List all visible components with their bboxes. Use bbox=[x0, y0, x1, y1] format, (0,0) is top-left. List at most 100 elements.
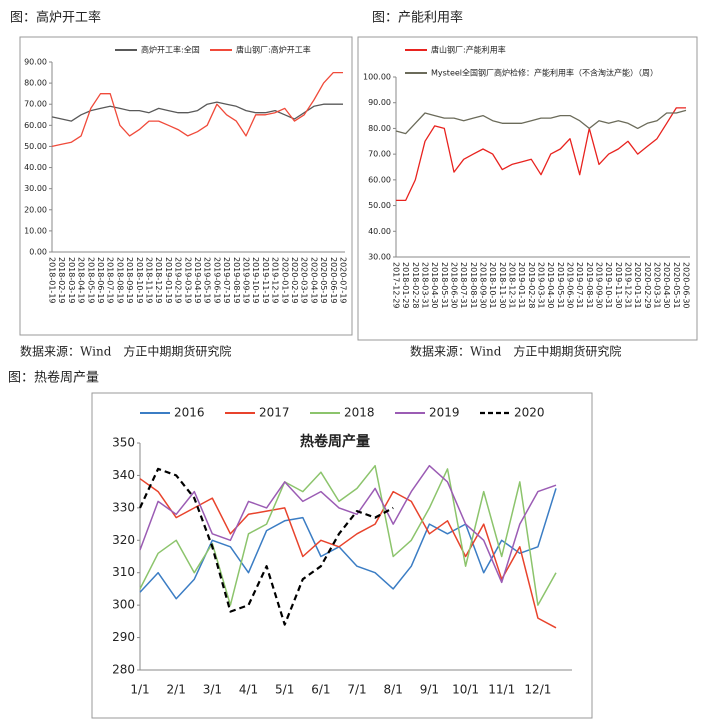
x-tick-label: 2020-03-31 bbox=[653, 262, 662, 309]
x-tick-label: 4/1 bbox=[239, 683, 258, 697]
x-tick-label: 2018-02-19 bbox=[57, 257, 66, 304]
source-note: 数据来源：Wind 方正中期期货研究院 bbox=[410, 344, 621, 359]
x-tick-label: 2020-02-19 bbox=[290, 257, 299, 304]
chart-title: 热卷周产量 bbox=[300, 433, 370, 450]
x-tick-label: 2018-08-19 bbox=[115, 257, 124, 304]
x-tick-label: 2020-01-19 bbox=[280, 257, 289, 304]
caption: 图：产能利用率 bbox=[372, 10, 463, 26]
x-tick-label: 2018-08-31 bbox=[469, 262, 478, 309]
x-tick-label: 2018-11-30 bbox=[498, 262, 507, 309]
x-tick-label: 2020-05-19 bbox=[319, 257, 328, 304]
x-tick-label: 2018-12-19 bbox=[154, 257, 163, 304]
series-line bbox=[139, 467, 394, 626]
y-tick-label: 30.00 bbox=[368, 253, 391, 262]
x-tick-label: 9/1 bbox=[420, 683, 439, 697]
x-tick-label: 2018-06-19 bbox=[96, 257, 105, 304]
x-tick-label: 3/1 bbox=[203, 683, 222, 697]
legend-label: 唐山钢厂:产能利用率 bbox=[431, 45, 506, 55]
x-tick-label: 2020-05-31 bbox=[672, 262, 681, 309]
y-tick-label: 60.00 bbox=[368, 175, 391, 184]
x-tick-label: 2020-03-19 bbox=[300, 257, 309, 304]
x-tick-label: 2018-09-30 bbox=[479, 262, 488, 309]
chart-frame bbox=[91, 392, 593, 719]
legend-label: 2020 bbox=[514, 406, 545, 420]
y-tick-label: 300 bbox=[112, 598, 135, 612]
series-line bbox=[139, 478, 557, 629]
series-line bbox=[51, 101, 343, 122]
legend-label: 唐山钢厂:高炉开工率 bbox=[236, 45, 311, 55]
x-tick-label: 2018-12-31 bbox=[508, 262, 517, 309]
x-tick-label: 8/1 bbox=[384, 683, 403, 697]
y-tick-label: 100.00 bbox=[363, 73, 391, 82]
x-tick-label: 7/1 bbox=[347, 683, 366, 697]
x-tick-label: 2020-06-19 bbox=[329, 257, 338, 304]
x-tick-label: 10/1 bbox=[452, 683, 479, 697]
x-tick-label: 2018-04-30 bbox=[430, 262, 439, 309]
y-tick-label: 10.00 bbox=[24, 226, 47, 235]
x-tick-label: 2018-01-19 bbox=[48, 257, 57, 304]
x-tick-label: 2019-06-30 bbox=[566, 262, 575, 309]
legend-label: Mysteel全国钢厂高炉检修：产能利用率（不含淘汰产能）（周） bbox=[431, 68, 658, 78]
legend-label: 2016 bbox=[174, 406, 205, 420]
series-line bbox=[51, 71, 343, 148]
x-tick-label: 2020-06-30 bbox=[682, 262, 691, 309]
y-tick-label: 350 bbox=[112, 436, 135, 450]
x-tick-label: 2020-04-30 bbox=[662, 262, 671, 309]
x-tick-label: 2017-12-29 bbox=[392, 262, 401, 309]
x-tick-label: 2019-07-31 bbox=[575, 262, 584, 309]
x-tick-label: 1/1 bbox=[130, 683, 149, 697]
x-tick-label: 5/1 bbox=[275, 683, 294, 697]
x-tick-label: 2018-03-19 bbox=[67, 257, 76, 304]
x-tick-label: 2018-07-19 bbox=[106, 257, 115, 304]
x-tick-label: 2019-12-19 bbox=[271, 257, 280, 304]
y-tick-label: 40.00 bbox=[24, 163, 47, 172]
y-tick-label: 340 bbox=[112, 468, 135, 482]
x-tick-label: 2019-02-28 bbox=[527, 262, 536, 309]
x-tick-label: 2019-10-19 bbox=[251, 257, 260, 304]
series-line bbox=[139, 464, 557, 606]
series-line bbox=[395, 109, 687, 135]
y-tick-label: 290 bbox=[112, 630, 135, 644]
x-tick-label: 2018-05-31 bbox=[440, 262, 449, 309]
legend-label: 2017 bbox=[259, 406, 290, 420]
chart-frame bbox=[357, 36, 698, 341]
x-tick-label: 2019-09-19 bbox=[242, 257, 251, 304]
y-tick-label: 330 bbox=[112, 500, 135, 514]
x-tick-label: 2020-04-19 bbox=[309, 257, 318, 304]
x-tick-label: 2019-03-19 bbox=[183, 257, 192, 304]
y-tick-label: 50.00 bbox=[24, 142, 47, 151]
x-tick-label: 11/1 bbox=[488, 683, 515, 697]
x-tick-label: 2019-11-30 bbox=[614, 262, 623, 309]
y-tick-label: 60.00 bbox=[24, 121, 47, 130]
x-tick-label: 2020-07-19 bbox=[339, 257, 348, 304]
y-tick-label: 320 bbox=[112, 533, 135, 547]
x-tick-label: 2018-10-31 bbox=[488, 262, 497, 309]
y-tick-label: 20.00 bbox=[24, 205, 47, 214]
series-line bbox=[139, 488, 557, 600]
x-tick-label: 2019-01-31 bbox=[517, 262, 526, 309]
x-tick-label: 2019-09-30 bbox=[595, 262, 604, 309]
x-tick-label: 2019-10-31 bbox=[604, 262, 613, 309]
y-tick-label: 90.00 bbox=[24, 58, 47, 67]
y-tick-label: 70.00 bbox=[368, 150, 391, 159]
x-tick-label: 2019-11-19 bbox=[261, 257, 270, 304]
x-tick-label: 2018-05-19 bbox=[86, 257, 95, 304]
x-tick-label: 2019-05-19 bbox=[203, 257, 212, 304]
series-line bbox=[139, 464, 557, 584]
y-tick-label: 90.00 bbox=[368, 98, 391, 107]
caption: 图：热卷周产量 bbox=[8, 370, 99, 386]
x-tick-label: 2018-04-19 bbox=[77, 257, 86, 304]
y-tick-label: 50.00 bbox=[368, 201, 391, 210]
y-tick-label: 70.00 bbox=[24, 100, 47, 109]
x-tick-label: 2018-10-19 bbox=[135, 257, 144, 304]
x-tick-label: 2018-03-31 bbox=[421, 262, 430, 309]
y-tick-label: 40.00 bbox=[368, 227, 391, 236]
x-tick-label: 2019-08-31 bbox=[585, 262, 594, 309]
y-tick-label: 30.00 bbox=[24, 184, 47, 193]
y-tick-label: 280 bbox=[112, 663, 135, 677]
x-tick-label: 2019-07-19 bbox=[222, 257, 231, 304]
y-tick-label: 80.00 bbox=[24, 79, 47, 88]
legend-label: 2018 bbox=[344, 406, 375, 420]
series-line bbox=[396, 107, 686, 202]
